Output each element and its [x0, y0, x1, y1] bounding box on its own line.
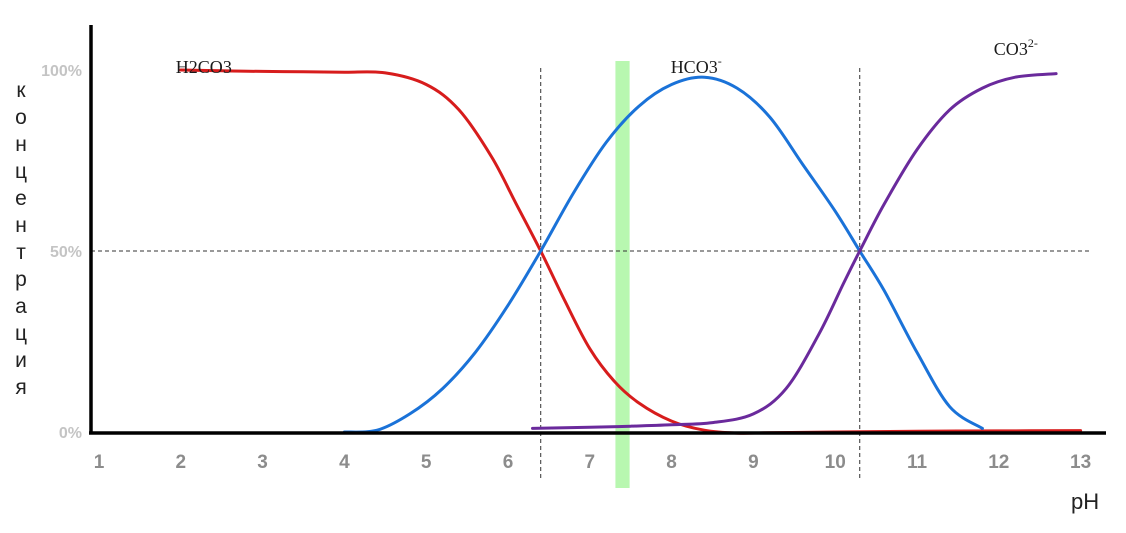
y-label-letter: а: [15, 295, 27, 318]
y-label-letter: р: [15, 268, 27, 291]
ph-highlight-band: [615, 61, 630, 488]
x-tick-label: 13: [1070, 452, 1091, 473]
y-label-letter: ц: [15, 160, 27, 183]
hco3-curve: [342, 75, 984, 434]
x-tick-label: 9: [748, 452, 759, 473]
y-tick-label: 100%: [41, 63, 82, 80]
x-tick-label: 12: [988, 452, 1009, 473]
x-tick-label: 2: [176, 452, 187, 473]
y-label-letter: я: [15, 376, 26, 399]
y-tick-labels: 0% 50% 100%: [41, 63, 82, 442]
y-label-letter: ц: [15, 322, 27, 345]
x-tick-label: 6: [503, 452, 514, 473]
y-label-letter: и: [15, 349, 27, 372]
y-label-letter: е: [15, 187, 27, 210]
x-tick-label: 5: [421, 452, 432, 473]
x-tick-label: 3: [257, 452, 268, 473]
y-tick-label: 50%: [50, 244, 82, 261]
hco3-label: HCO3-: [671, 54, 722, 77]
y-tick-label: 0%: [59, 425, 82, 442]
x-tick-label: 11: [907, 452, 928, 473]
y-label-letter: т: [16, 241, 26, 264]
x-tick-labels: 1 2 3 4 5 6 7 8 9 10 11 12 13: [94, 452, 1091, 473]
y-label-letter: о: [15, 106, 27, 129]
h2co3-curve: [179, 68, 1083, 435]
co3-curve: [531, 72, 1058, 430]
y-label-letter: к: [16, 79, 26, 102]
x-axis-label: pH: [1071, 489, 1099, 514]
x-tick-label: 7: [585, 452, 596, 473]
x-tick-label: 8: [666, 452, 677, 473]
x-tick-label: 1: [94, 452, 105, 473]
x-tick-label: 10: [825, 452, 846, 473]
co3-label: CO32-: [994, 36, 1038, 59]
y-label-letter: н: [15, 133, 27, 156]
x-tick-label: 4: [339, 452, 350, 473]
series-labels: H2CO3 HCO3- CO32-: [176, 36, 1038, 77]
series-layer: [179, 68, 1083, 435]
y-label-letter: н: [15, 214, 27, 237]
h2co3-label: H2CO3: [176, 57, 232, 77]
